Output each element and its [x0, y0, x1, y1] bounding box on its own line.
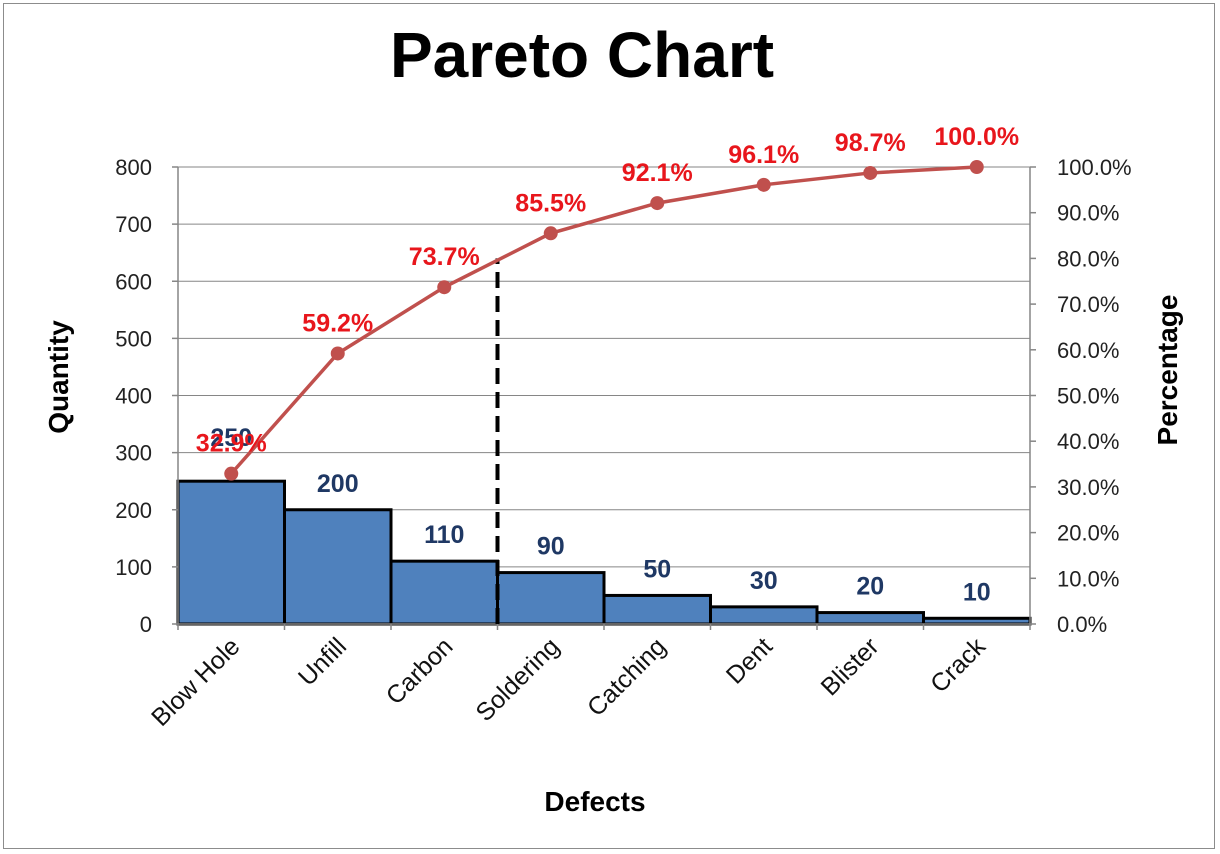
- cumulative-line: [229, 165, 977, 475]
- y2-tick-label: 20.0%: [1057, 521, 1119, 546]
- x-tick-label: Carbon: [381, 632, 459, 710]
- bar-blister: [815, 611, 925, 626]
- x-tick-label: Unfill: [293, 632, 352, 691]
- x-tick-label: Crack: [925, 632, 991, 698]
- x-tick-label: Soldering: [470, 632, 564, 726]
- percentage-label: 32.9%: [196, 430, 267, 458]
- x-tick-label: Blister: [816, 632, 885, 701]
- cumulative-point: [437, 280, 452, 295]
- bar-value-label: 20: [856, 573, 884, 601]
- y-tick-label: 400: [115, 384, 152, 409]
- cumulative-point: [650, 196, 665, 211]
- y-tick-label: 800: [115, 155, 152, 180]
- percentage-label: 73.7%: [409, 243, 480, 271]
- chart-frame: [3, 3, 1215, 849]
- y-tick-label: 200: [115, 498, 152, 523]
- bar-catching: [602, 593, 712, 626]
- percentage-label: 96.1%: [728, 141, 799, 169]
- bar-value-label: 10: [963, 578, 991, 606]
- bar-blow-hole: [176, 479, 286, 626]
- bar-value-label: 90: [537, 533, 565, 561]
- x-tick-label: Catching: [582, 632, 672, 722]
- y-tick-label: 300: [115, 441, 152, 466]
- axes: [172, 166, 1036, 630]
- y-tick-label: 600: [115, 269, 152, 294]
- y2-tick-label: 90.0%: [1057, 201, 1119, 226]
- bar-value-label: 50: [643, 555, 671, 583]
- cumulative-line-group: [224, 160, 984, 481]
- bar-dent: [709, 605, 819, 626]
- y2-tick-label: 60.0%: [1057, 338, 1119, 363]
- bar-carbon: [389, 559, 499, 626]
- percentage-label: 59.2%: [302, 309, 373, 337]
- y2-tick-label: 10.0%: [1057, 566, 1119, 591]
- percentage-label: 98.7%: [835, 129, 906, 157]
- gridlines: [178, 166, 1030, 568]
- y2-tick-label: 40.0%: [1057, 429, 1119, 454]
- cumulative-point: [969, 160, 984, 174]
- bar-unfill: [283, 508, 393, 626]
- bar-value-label: 110: [424, 521, 464, 549]
- bar-value-label: 200: [317, 470, 359, 498]
- chart-title: Pareto Chart: [390, 19, 774, 91]
- y2-tick-label: 50.0%: [1057, 384, 1119, 409]
- bar-soldering: [496, 571, 606, 626]
- x-axis-title: Defects: [544, 786, 645, 817]
- y-tick-label: 700: [115, 212, 152, 237]
- tick-labels: 0 100 200 300 400 500 600 700 800 0.0% 10.0% 20.0% 3…: [115, 155, 1131, 732]
- percentage-label: 100.0%: [934, 123, 1019, 151]
- y2-axis-title: Percentage: [1152, 295, 1183, 446]
- percentage-label: 85.5%: [515, 189, 586, 217]
- x-tick-label: Dent: [721, 632, 778, 689]
- x-tick-label: Blow Hole: [146, 632, 245, 731]
- cumulative-point: [863, 165, 878, 180]
- bar-crack: [922, 616, 1032, 626]
- percentage-label: 92.1%: [622, 159, 693, 187]
- y-tick-label: 100: [115, 555, 152, 580]
- bar-value-label: 30: [750, 567, 778, 595]
- y2-tick-label: 100.0%: [1057, 155, 1132, 180]
- bar-value-label: 250: [210, 424, 252, 452]
- y2-tick-label: 80.0%: [1057, 246, 1119, 271]
- cumulative-point: [330, 346, 345, 361]
- cumulative-point: [224, 466, 239, 481]
- cumulative-point: [756, 177, 771, 192]
- y-tick-label: 0: [140, 612, 152, 637]
- y2-tick-label: 30.0%: [1057, 475, 1119, 500]
- y2-tick-label: 0.0%: [1057, 612, 1107, 637]
- data-labels: 250 200 110 90 50 30 20 10 32.9% 59.2% 73.7% 85.5% 9…: [196, 123, 1019, 606]
- cumulative-point: [543, 226, 558, 241]
- y2-tick-label: 70.0%: [1057, 292, 1119, 317]
- bars: [176, 479, 1032, 626]
- y-tick-label: 500: [115, 326, 152, 351]
- y-axis-title: Quantity: [43, 320, 74, 434]
